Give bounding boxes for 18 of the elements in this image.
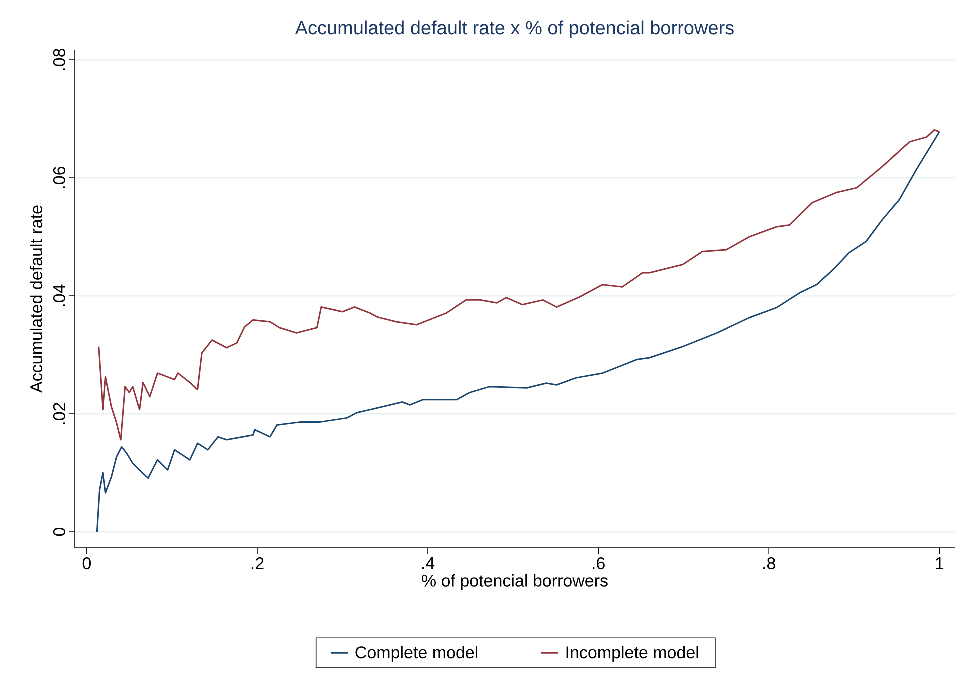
x-axis-title: % of potencial borrowers — [422, 574, 608, 590]
y-tick-label: .02 — [53, 403, 66, 424]
x-tick-label: .4 — [422, 558, 435, 570]
y-axis-title: Accumulated default rate — [30, 206, 43, 393]
x-tick-label: .8 — [764, 558, 776, 570]
legend-label: Incomplete model — [566, 646, 698, 662]
x-tick-label: .2 — [252, 558, 264, 570]
x-tick-label: 0 — [82, 558, 92, 570]
chart-title: Accumulated default rate x % of potencial borrowers — [295, 20, 734, 38]
x-tick-label: .6 — [593, 558, 605, 570]
y-tick-label: .08 — [53, 48, 66, 70]
y-tick-label: .06 — [53, 166, 66, 188]
y-tick-label: 0 — [53, 528, 66, 536]
y-tick-label: .04 — [53, 284, 66, 306]
line-series — [98, 129, 940, 441]
line-series — [96, 131, 940, 533]
x-tick-label: 1 — [936, 558, 944, 570]
legend-label: Complete model — [356, 646, 478, 662]
